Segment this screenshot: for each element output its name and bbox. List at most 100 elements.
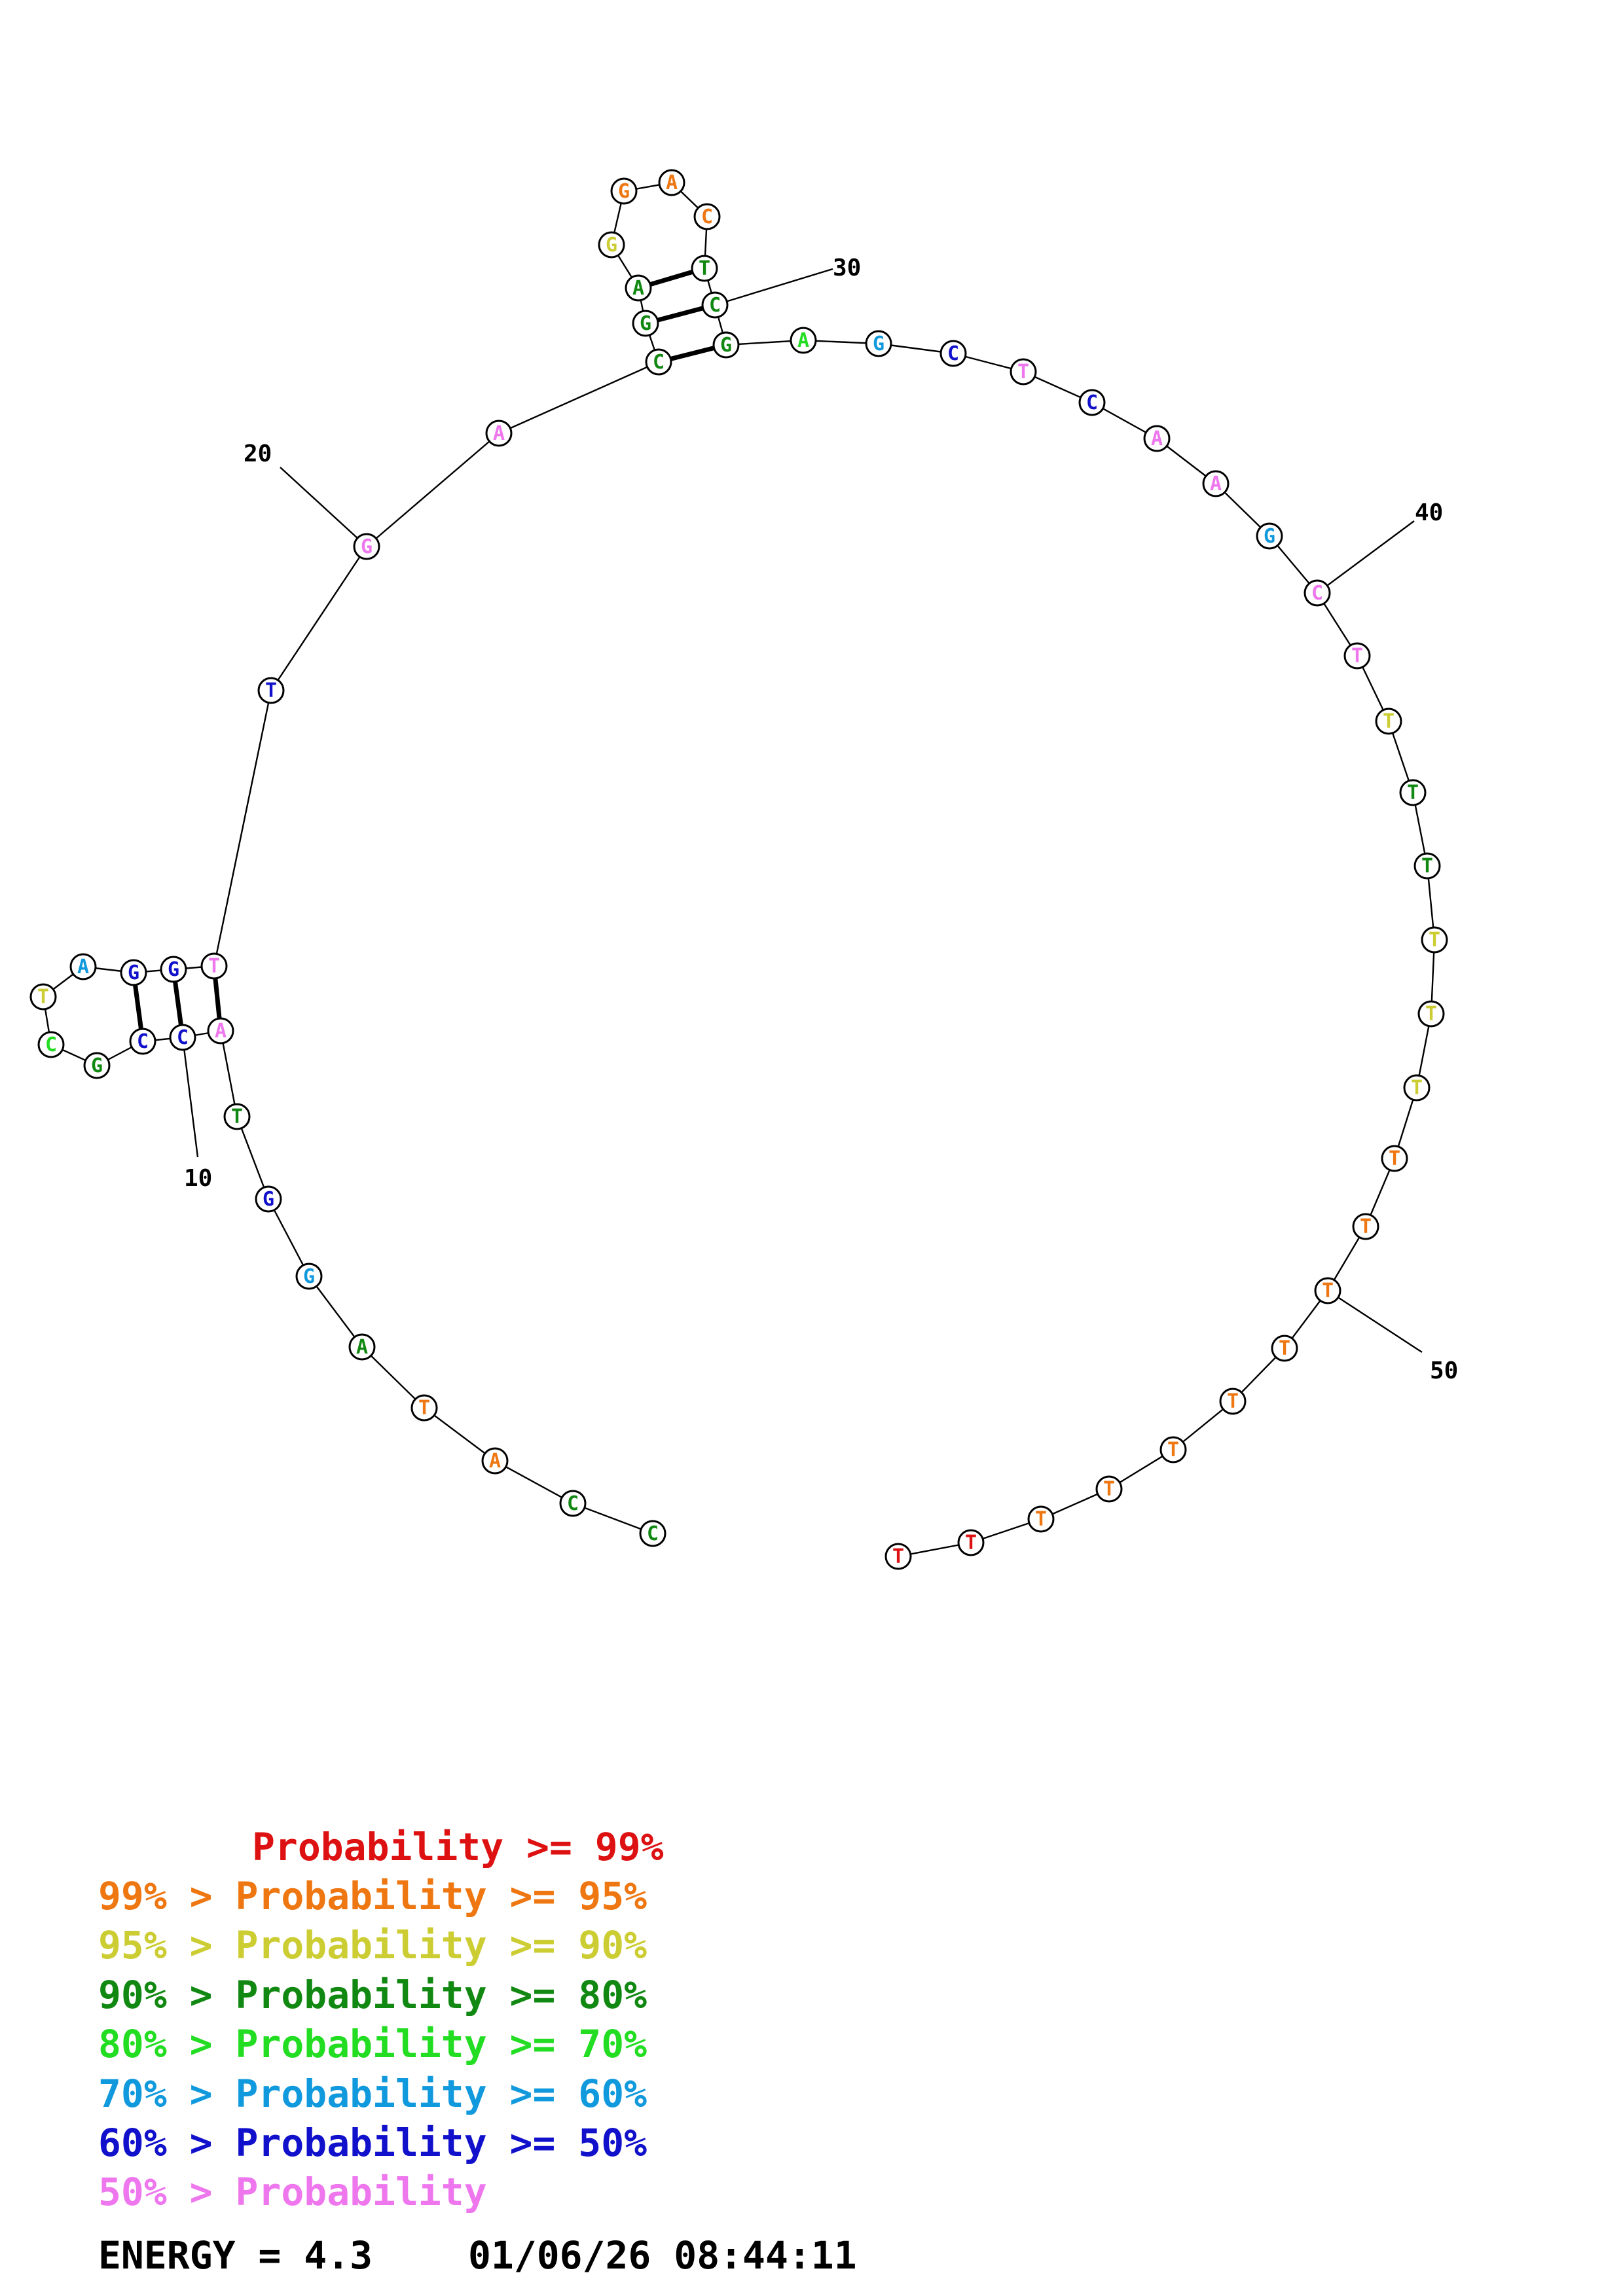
nucleotide-circle	[1421, 926, 1448, 954]
nucleotide-letter: T	[1429, 929, 1440, 952]
position-tick-40	[1317, 520, 1415, 594]
nucleotide-22: C	[645, 348, 672, 376]
position-label-20: 20	[244, 440, 272, 467]
nucleotide-3: A	[481, 1447, 509, 1475]
nucleotide-circle	[1375, 708, 1402, 735]
position-label-10: 10	[184, 1165, 212, 1192]
nucleotide-letter: T	[1425, 1003, 1437, 1026]
nucleotide-circle	[129, 1028, 156, 1055]
nucleotide-48: T	[1381, 1145, 1408, 1172]
nucleotide-circle	[257, 677, 285, 704]
nucleotide-letter: T	[1421, 855, 1433, 878]
nucleotide-57: T	[884, 1543, 912, 1570]
nucleotide-11: C	[129, 1028, 156, 1055]
nucleotide-51: T	[1271, 1335, 1298, 1362]
nucleotide-letter: T	[1227, 1390, 1239, 1413]
nucleotide-letter: C	[647, 1522, 659, 1545]
nucleotide-circle	[1399, 779, 1427, 806]
nucleotide-letter: T	[1351, 645, 1363, 668]
nucleotide-circle	[120, 959, 147, 986]
position-tick-10	[181, 1037, 199, 1158]
legend-row-80: 90% > Probability >= 80%	[98, 1973, 647, 2017]
nucleotide-38: A	[1202, 470, 1230, 497]
nucleotide-44: T	[1413, 852, 1441, 880]
energy-value: ENERGY = 4.3	[98, 2233, 373, 2278]
nucleotide-circle	[69, 953, 97, 980]
nucleotide-letter: A	[489, 1450, 501, 1473]
nucleotide-letter: T	[1389, 1147, 1400, 1170]
nucleotide-letter: T	[1103, 1478, 1115, 1501]
nucleotide-letter: T	[418, 1397, 430, 1420]
nucleotide-letter: G	[606, 234, 617, 257]
nucleotide-letter: T	[231, 1105, 243, 1128]
backbone-segment-5-6	[308, 1276, 363, 1348]
nucleotide-53: T	[1159, 1436, 1187, 1463]
backbone-segment-18-19	[213, 690, 272, 967]
nucleotide-circle	[598, 231, 625, 259]
nucleotide-letter: T	[1360, 1215, 1372, 1238]
backbone-layer	[42, 181, 1436, 1558]
nucleotide-circle	[939, 340, 967, 367]
backbone-segment-4-5	[361, 1346, 425, 1408]
nucleotide-letter: T	[1167, 1439, 1179, 1462]
nucleotide-13: C	[37, 1031, 65, 1058]
nucleotide-14: T	[29, 983, 57, 1011]
nucleotide-7: G	[255, 1185, 282, 1213]
legend-row-50: 60% > Probability >= 50%	[98, 2121, 647, 2165]
nucleotide-circle	[485, 420, 513, 447]
nucleotide-39: G	[1256, 522, 1283, 550]
nucleotide-circle	[559, 1490, 587, 1517]
legend-row-95: 99% > Probability >= 95%	[98, 1874, 647, 1918]
nucleotide-1: C	[639, 1520, 666, 1547]
nucleotide-circle	[1219, 1388, 1247, 1415]
nucleotide-circle	[1143, 425, 1171, 452]
probability-legend: Probability >= 99% 99% > Probability >= …	[98, 1825, 664, 2214]
nucleotide-4: T	[410, 1394, 438, 1422]
nucleotide-letter: A	[666, 171, 678, 194]
backbone-segment-3-4	[424, 1407, 496, 1462]
nucleotide-circle	[691, 255, 718, 282]
nucleotide-5: A	[348, 1333, 376, 1361]
nucleotide-circle	[1381, 1145, 1408, 1172]
nucleotide-circle	[353, 533, 380, 560]
nucleotide-letter: T	[1017, 361, 1029, 384]
nucleotide-letter: A	[77, 956, 89, 978]
position-tick-20	[280, 467, 367, 547]
nucleotide-letter: A	[493, 422, 505, 445]
nucleotide-circle	[255, 1185, 282, 1213]
position-tick-layer: 10 20 30 40 50	[181, 255, 1458, 1384]
nucleotide-letter: C	[177, 1026, 189, 1049]
nucleotide-17: G	[160, 956, 187, 983]
nucleotide-45: T	[1421, 926, 1448, 954]
nucleotide-letter: C	[137, 1030, 149, 1053]
nucleotide-40: C	[1304, 579, 1331, 607]
legend-row-99: Probability >= 99%	[252, 1825, 664, 1869]
nucleotide-circle	[83, 1052, 111, 1079]
nucleotide-letter: T	[1383, 710, 1395, 733]
nucleotide-circle	[348, 1333, 376, 1361]
nucleotide-letter: A	[1151, 427, 1163, 450]
nucleotide-52: T	[1219, 1388, 1247, 1415]
legend-row-60: 70% > Probability >= 60%	[98, 2072, 647, 2116]
nucleotide-21: A	[485, 420, 513, 447]
nucleotide-19: T	[257, 677, 285, 704]
legend-row-90: 95% > Probability >= 90%	[98, 1923, 647, 1967]
nucleotide-circle	[1403, 1074, 1431, 1102]
nucleotide-circle	[865, 330, 892, 357]
legend-row-70: 80% > Probability >= 70%	[98, 2022, 647, 2066]
nucleotide-circle	[160, 956, 187, 983]
nucleotide-circle	[169, 1024, 196, 1051]
nucleotide-circle	[712, 331, 740, 359]
nucleotide-circle	[632, 310, 659, 337]
nucleotide-circle	[701, 291, 729, 319]
nucleotide-letter: C	[947, 342, 959, 365]
nucleotide-letter: T	[1411, 1077, 1423, 1100]
nucleotide-36: C	[1078, 389, 1106, 416]
nucleotide-letter: G	[128, 961, 139, 984]
nucleotide-circle	[1095, 1475, 1123, 1503]
position-tick-30	[714, 268, 833, 306]
nucleotide-letter: C	[567, 1492, 579, 1515]
nucleotide-circle	[658, 169, 685, 196]
